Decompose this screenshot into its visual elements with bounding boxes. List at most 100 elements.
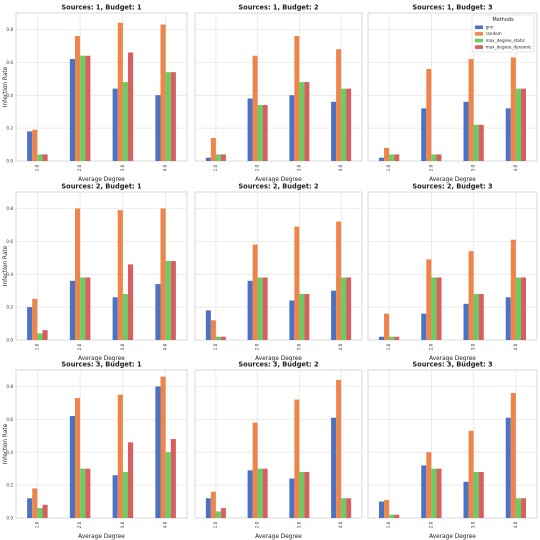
x-tick-label: 1.0 xyxy=(34,343,39,350)
bar-random xyxy=(426,68,432,161)
bar-gnn xyxy=(69,416,75,518)
bar-gnn xyxy=(112,475,118,518)
y-tick-label: 0.0 xyxy=(6,516,13,521)
bar-gnn xyxy=(205,498,211,518)
bar-max-degree-dynamic xyxy=(42,154,48,161)
x-tick-label: 1.0 xyxy=(386,521,391,528)
bar-random xyxy=(510,57,516,161)
bar-random xyxy=(336,221,342,340)
x-axis-label: Average Degree xyxy=(429,356,476,362)
bar-max-degree-dynamic xyxy=(262,468,268,518)
bar-random xyxy=(117,394,123,518)
x-tick-label: 1.0 xyxy=(34,164,39,171)
bar-max-degree-static xyxy=(431,277,437,340)
x-tick-label: 4.0 xyxy=(163,343,168,350)
x-tick-label: 4.0 xyxy=(338,343,343,350)
x-tick-label: 4.0 xyxy=(163,164,168,171)
legend-label-random: random xyxy=(486,31,502,36)
panel-title: Sources: 1, Budget: 2 xyxy=(238,4,319,12)
bar-max-degree-static xyxy=(37,333,43,340)
panel-1-2: 1.0 2.0 3.0 4.0 Sources: 1, Budget: 2 Average… xyxy=(194,4,363,183)
bar-max-degree-static xyxy=(165,72,171,161)
bar-max-degree-static xyxy=(389,336,395,340)
panel-2-3: 1.0 2.0 3.0 4.0 Sources: 2, Budget: 3 Average… xyxy=(367,183,538,362)
bar-gnn xyxy=(155,95,161,161)
bar-max-degree-static xyxy=(341,498,347,518)
legend-swatch-max-degree-dynamic xyxy=(475,45,483,49)
bar-random xyxy=(74,36,81,162)
bar-gnn xyxy=(155,386,161,518)
bar-random xyxy=(117,22,123,161)
bar-max-degree-dynamic xyxy=(436,468,442,518)
x-axis-label: Average Degree xyxy=(78,177,125,183)
bar-gnn xyxy=(331,101,337,161)
bar-max-degree-static xyxy=(37,154,43,161)
bar-random xyxy=(74,208,81,340)
bar-max-degree-dynamic xyxy=(262,105,268,161)
x-tick-label: 3.0 xyxy=(471,343,476,350)
bar-random xyxy=(294,36,300,162)
bar-random xyxy=(160,376,166,518)
x-axis-label: Average Degree xyxy=(255,356,302,362)
bar-max-degree-static xyxy=(257,105,263,161)
x-tick-label: 2.0 xyxy=(428,343,433,350)
bar-max-degree-static xyxy=(473,293,479,340)
y-tick-label: 0.2 xyxy=(6,305,13,310)
x-tick-label: 4.0 xyxy=(338,521,343,528)
bar-max-degree-dynamic xyxy=(85,468,91,518)
x-tick-label: 3.0 xyxy=(471,164,476,171)
bar-max-degree-static xyxy=(473,471,479,518)
x-tick-label: 1.0 xyxy=(386,343,391,350)
y-tick-label: 0.8 xyxy=(6,27,13,32)
bar-max-degree-dynamic xyxy=(128,52,134,161)
y-tick-label: 0.6 xyxy=(6,239,13,244)
bar-gnn xyxy=(205,310,211,340)
y-tick-label: 0.2 xyxy=(6,483,13,488)
bar-random xyxy=(117,210,123,340)
legend-label-gnn: gnn xyxy=(486,25,494,30)
x-tick-label: 3.0 xyxy=(296,343,301,350)
x-tick-label: 2.0 xyxy=(255,521,260,528)
bar-max-degree-dynamic xyxy=(394,336,400,340)
bar-gnn xyxy=(247,470,253,518)
bar-max-degree-dynamic xyxy=(520,498,527,518)
y-tick-label: 0.6 xyxy=(6,417,13,422)
x-axis-label: Average Degree xyxy=(429,177,476,183)
bar-gnn xyxy=(247,98,253,161)
bar-gnn xyxy=(331,290,337,340)
bar-gnn xyxy=(69,280,75,340)
bar-max-degree-dynamic xyxy=(394,514,400,518)
bar-max-degree-dynamic xyxy=(478,471,484,518)
x-axis-label: Average Degree xyxy=(255,534,302,540)
y-axis-label: Infection Rate xyxy=(3,66,9,107)
bar-gnn xyxy=(463,101,469,161)
bar-max-degree-dynamic xyxy=(304,293,310,340)
legend-swatch-random xyxy=(475,32,483,36)
bar-random xyxy=(336,379,342,518)
bar-max-degree-dynamic xyxy=(520,88,527,161)
bar-random xyxy=(32,129,38,161)
bar-gnn xyxy=(27,131,33,161)
bar-random xyxy=(252,244,258,340)
bar-max-degree-static xyxy=(515,498,521,518)
bar-max-degree-dynamic xyxy=(436,277,442,340)
bar-random xyxy=(510,239,516,340)
x-tick-label: 1.0 xyxy=(386,164,391,171)
bar-max-degree-static xyxy=(299,82,305,161)
y-tick-label: 0.4 xyxy=(6,272,13,277)
bar-gnn xyxy=(27,307,33,340)
bar-random xyxy=(252,422,258,518)
bar-max-degree-dynamic xyxy=(304,471,310,518)
bar-random xyxy=(32,298,38,340)
bar-max-degree-static xyxy=(341,277,347,340)
bar-gnn xyxy=(155,284,161,340)
bar-random xyxy=(510,393,516,518)
bar-max-degree-static xyxy=(215,154,221,161)
legend-label-max-degree-dynamic: max_degree_dynamic xyxy=(486,44,533,49)
x-tick-label: 2.0 xyxy=(428,164,433,171)
panel-title: Sources: 1, Budget: 3 xyxy=(412,4,493,12)
bar-max-degree-static xyxy=(431,468,437,518)
x-tick-label: 1.0 xyxy=(213,343,218,350)
bar-random xyxy=(160,208,166,340)
y-tick-label: 0.8 xyxy=(6,206,13,211)
